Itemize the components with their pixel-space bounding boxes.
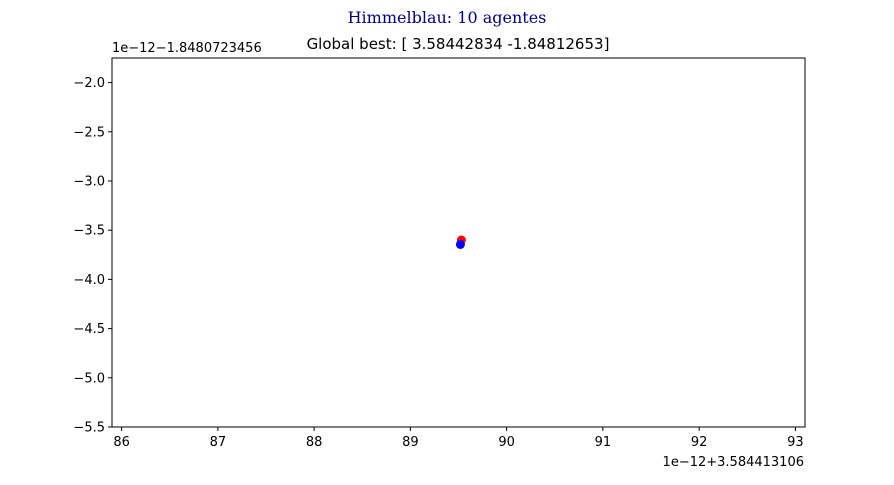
y-tick-label: −2.5 — [73, 125, 105, 140]
x-tick-label: 91 — [595, 435, 612, 450]
chart-subtitle: Global best: [ 3.58442834 -1.84812653] — [307, 35, 610, 53]
y-tick-label: −3.5 — [73, 224, 105, 239]
data-point-series-1 — [455, 239, 465, 249]
y-tick-label: −4.5 — [73, 322, 105, 337]
y-axis-offset-label: 1e−12−1.8480723456 — [112, 41, 262, 56]
x-tick-label: 88 — [306, 435, 323, 450]
x-tick-label: 93 — [787, 435, 804, 450]
x-tick-label: 87 — [210, 435, 227, 450]
axes-frame — [111, 57, 806, 428]
x-tick-label: 86 — [113, 435, 130, 450]
y-tick-label: −3.0 — [73, 175, 105, 190]
x-tick-label: 90 — [498, 435, 515, 450]
y-tick-label: −5.5 — [73, 421, 105, 436]
x-tick-label: 92 — [691, 435, 708, 450]
chart-title: Himmelblau: 10 agentes — [348, 8, 547, 27]
y-tick-label: −2.0 — [73, 76, 105, 91]
plot-area: 86 87 88 89 90 91 92 93 −2.0 −2.5 −3.0 −3.5 −4.0 −4.5… — [73, 57, 806, 450]
x-axis-offset-label: 1e−12+3.584413106 — [663, 455, 804, 470]
x-tick-label: 89 — [402, 435, 419, 450]
y-tick-label: −4.0 — [73, 273, 105, 288]
y-tick-label: −5.0 — [73, 371, 105, 386]
